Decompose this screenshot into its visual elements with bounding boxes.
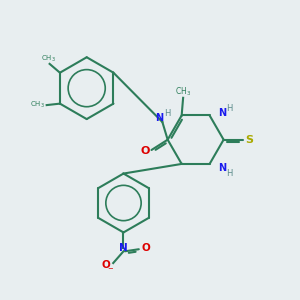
Text: S: S bbox=[245, 135, 253, 145]
Text: H: H bbox=[226, 104, 232, 113]
Text: N: N bbox=[218, 108, 226, 118]
Text: N: N bbox=[119, 243, 128, 253]
Text: H: H bbox=[164, 109, 171, 118]
Text: N: N bbox=[155, 112, 163, 123]
Text: $^{-}$: $^{-}$ bbox=[107, 266, 114, 276]
Text: CH$_3$: CH$_3$ bbox=[30, 100, 45, 110]
Text: H: H bbox=[226, 169, 232, 178]
Text: CH$_3$: CH$_3$ bbox=[175, 85, 191, 98]
Text: O: O bbox=[101, 260, 110, 269]
Text: O: O bbox=[142, 243, 151, 253]
Text: O: O bbox=[140, 146, 150, 157]
Text: CH$_3$: CH$_3$ bbox=[41, 53, 56, 64]
Text: N: N bbox=[218, 163, 226, 173]
